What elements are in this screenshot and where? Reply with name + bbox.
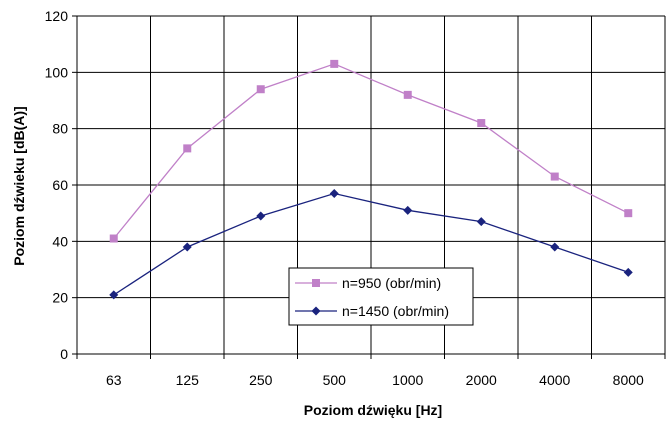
data-point-marker <box>403 205 413 215</box>
grid-lines <box>77 15 666 354</box>
y-tick-label: 60 <box>52 177 68 193</box>
legend-label-series-2: n=1450 (obr/min) <box>342 303 449 319</box>
data-point-marker <box>476 217 486 227</box>
data-point-marker <box>329 188 339 198</box>
y-tick-label: 80 <box>52 121 68 137</box>
series-line <box>113 63 629 239</box>
data-point-marker <box>256 85 265 94</box>
x-tick-label: 1000 <box>392 372 423 388</box>
y-tick-label: 40 <box>52 233 68 249</box>
x-tick-label: 500 <box>323 372 347 388</box>
x-tick-label: 2000 <box>466 372 497 388</box>
data-point-marker <box>550 242 560 252</box>
x-tick-label: 125 <box>176 372 200 388</box>
x-tick-label: 250 <box>249 372 273 388</box>
x-axis-title: Poziom dźwięku [Hz] <box>304 402 442 418</box>
legend-box <box>288 267 474 326</box>
data-series <box>109 59 633 300</box>
data-point-marker <box>624 209 633 218</box>
data-point-marker <box>109 290 119 300</box>
y-tick-label: 0 <box>60 346 68 362</box>
data-point-marker <box>403 90 412 99</box>
axes <box>72 15 666 359</box>
data-point-marker <box>623 267 633 277</box>
data-point-marker <box>477 119 486 128</box>
x-tick-label: 8000 <box>613 372 644 388</box>
x-tick-label: 4000 <box>539 372 570 388</box>
series-1 <box>109 59 633 243</box>
series-2 <box>109 188 633 300</box>
legend-marker-series-1 <box>312 279 320 287</box>
data-point-marker <box>109 234 118 243</box>
data-point-marker <box>330 59 339 68</box>
data-point-marker <box>182 242 192 252</box>
data-point-marker <box>550 172 559 181</box>
y-tick-label: 100 <box>45 64 69 80</box>
y-tick-label: 120 <box>45 8 69 24</box>
x-tick-label: 63 <box>106 372 122 388</box>
tick-labels: 0 20 40 60 80 100 120 63 125 250 500 1000 2000 4000 80… <box>45 8 644 388</box>
y-axis-title: Poziom dźwieku [dB(A)] <box>11 106 27 265</box>
legend-marker-series-2 <box>311 306 321 316</box>
legend: n=950 (obr/min) n=1450 (obr/min) <box>288 267 474 326</box>
y-tick-label: 20 <box>52 290 68 306</box>
legend-label-series-1: n=950 (obr/min) <box>342 275 441 291</box>
series-line <box>113 192 629 296</box>
data-point-marker <box>256 211 266 221</box>
data-point-marker <box>183 144 192 153</box>
